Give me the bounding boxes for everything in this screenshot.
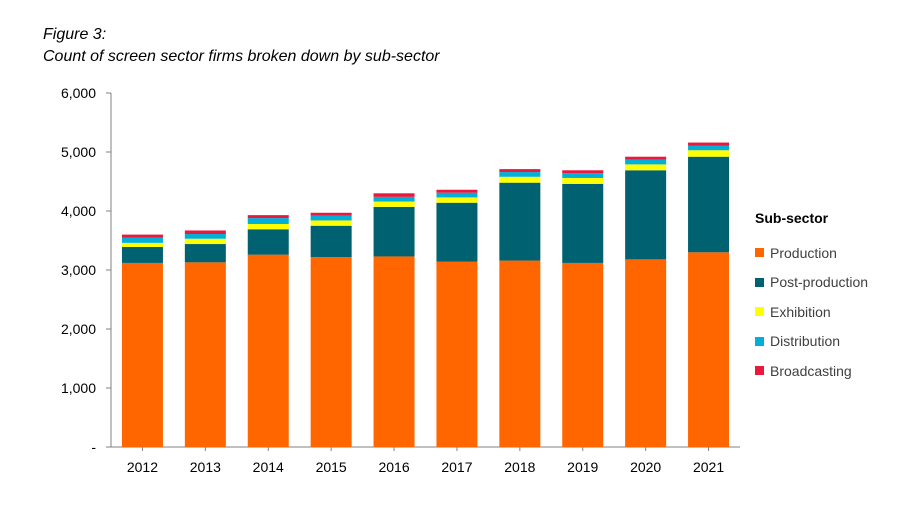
legend-label: Exhibition <box>770 303 831 320</box>
bar-segment-production <box>184 262 226 447</box>
legend-items: Production Post-production Exhibition Distr… <box>755 238 868 386</box>
bar-segment-broadcasting <box>436 189 478 193</box>
y-tick-label: 6,000 <box>61 85 96 101</box>
legend-swatch <box>755 248 764 258</box>
bar-segment-production <box>247 254 289 447</box>
bar-segment-production <box>562 262 604 447</box>
bar-segment-post-production <box>562 183 604 263</box>
bar-segment-exhibition <box>625 164 667 171</box>
bar-segment-post-production <box>688 156 730 253</box>
x-tick-label: 2015 <box>316 459 347 475</box>
bar-segment-broadcasting <box>499 169 541 173</box>
x-tick-label: 2020 <box>630 459 661 475</box>
x-tick-label: 2018 <box>504 459 535 475</box>
bar-segment-broadcasting <box>373 193 415 197</box>
bar-segment-exhibition <box>499 176 541 183</box>
bar-segment-distribution <box>436 192 478 198</box>
bar-segment-broadcasting <box>121 234 163 238</box>
bar-segment-production <box>373 256 415 447</box>
bar-segment-broadcasting <box>562 170 604 174</box>
bar-segment-distribution <box>247 218 289 224</box>
bar-segment-production <box>499 260 541 447</box>
bar-segment-post-production <box>499 182 541 261</box>
bar-segment-broadcasting <box>310 212 352 216</box>
bar-segment-post-production <box>625 170 667 260</box>
legend-label: Post-production <box>770 274 869 291</box>
bar-segment-post-production <box>184 244 226 263</box>
bar-segment-distribution <box>310 215 352 221</box>
y-tick-label: 3,000 <box>61 262 96 278</box>
legend-swatch <box>755 336 764 346</box>
bar-segment-distribution <box>562 173 604 178</box>
y-tick-label: 4,000 <box>61 203 96 219</box>
legend-swatch <box>755 307 764 317</box>
y-tick-label: 1,000 <box>61 380 96 396</box>
bar-segment-exhibition <box>562 177 604 184</box>
legend-item: Production <box>755 238 868 268</box>
legend: Sub-sector Production Post-production Exhi… <box>755 210 868 386</box>
bar-segment-distribution <box>688 145 730 151</box>
figure-header: Figure 3: Count of screen sector firms b… <box>43 24 440 68</box>
bar-segment-post-production <box>310 225 352 258</box>
legend-label: Production <box>770 244 837 261</box>
bar-segment-production <box>310 257 352 447</box>
y-tick-label: 5,000 <box>61 144 96 160</box>
bar-segment-broadcasting <box>247 215 289 219</box>
bar-segment-production <box>121 262 163 447</box>
bar-segment-broadcasting <box>688 142 730 146</box>
x-tick-label: 2016 <box>378 459 409 475</box>
bar-segment-exhibition <box>373 201 415 207</box>
bar-segment-post-production <box>373 206 415 257</box>
bar-segment-exhibition <box>310 220 352 226</box>
x-tick-label: 2014 <box>253 459 284 475</box>
y-tick-label: - <box>91 439 96 455</box>
bar-segment-exhibition <box>121 242 163 247</box>
figure-title: Count of screen sector firms broken down… <box>43 48 440 65</box>
x-tick-label: 2012 <box>127 459 158 475</box>
figure-label: Figure 3: <box>43 26 107 43</box>
legend-label: Broadcasting <box>770 362 852 379</box>
x-tick-label: 2019 <box>567 459 598 475</box>
legend-item: Post-production <box>755 268 868 298</box>
bar-segment-exhibition <box>688 150 730 157</box>
bar-segment-exhibition <box>184 238 226 245</box>
bar-segment-post-production <box>247 229 289 255</box>
bar-segment-post-production <box>121 246 163 263</box>
legend-swatch <box>755 277 764 287</box>
bar-segment-post-production <box>436 202 478 262</box>
bar-segment-distribution <box>184 234 226 239</box>
legend-item: Broadcasting <box>755 356 868 386</box>
bar-segment-distribution <box>373 196 415 202</box>
legend-label: Distribution <box>770 333 841 350</box>
bar-segment-production <box>436 261 478 447</box>
bar-segment-exhibition <box>247 223 289 230</box>
legend-title: Sub-sector <box>755 210 829 226</box>
bar-segment-broadcasting <box>184 230 226 235</box>
legend-swatch <box>755 366 764 376</box>
bar-segment-production <box>625 259 667 447</box>
x-tick-label: 2021 <box>693 459 724 475</box>
bar-segment-distribution <box>499 172 541 177</box>
bar-segment-production <box>688 252 730 447</box>
bar-segment-exhibition <box>436 197 478 203</box>
legend-item: Exhibition <box>755 297 868 327</box>
bar-segment-broadcasting <box>625 156 667 160</box>
bar-segment-distribution <box>121 237 163 243</box>
y-tick-label: 2,000 <box>61 321 96 337</box>
x-tick-label: 2017 <box>441 459 472 475</box>
bar-segment-distribution <box>625 159 667 165</box>
legend-item: Distribution <box>755 327 868 357</box>
x-tick-label: 2013 <box>190 459 221 475</box>
